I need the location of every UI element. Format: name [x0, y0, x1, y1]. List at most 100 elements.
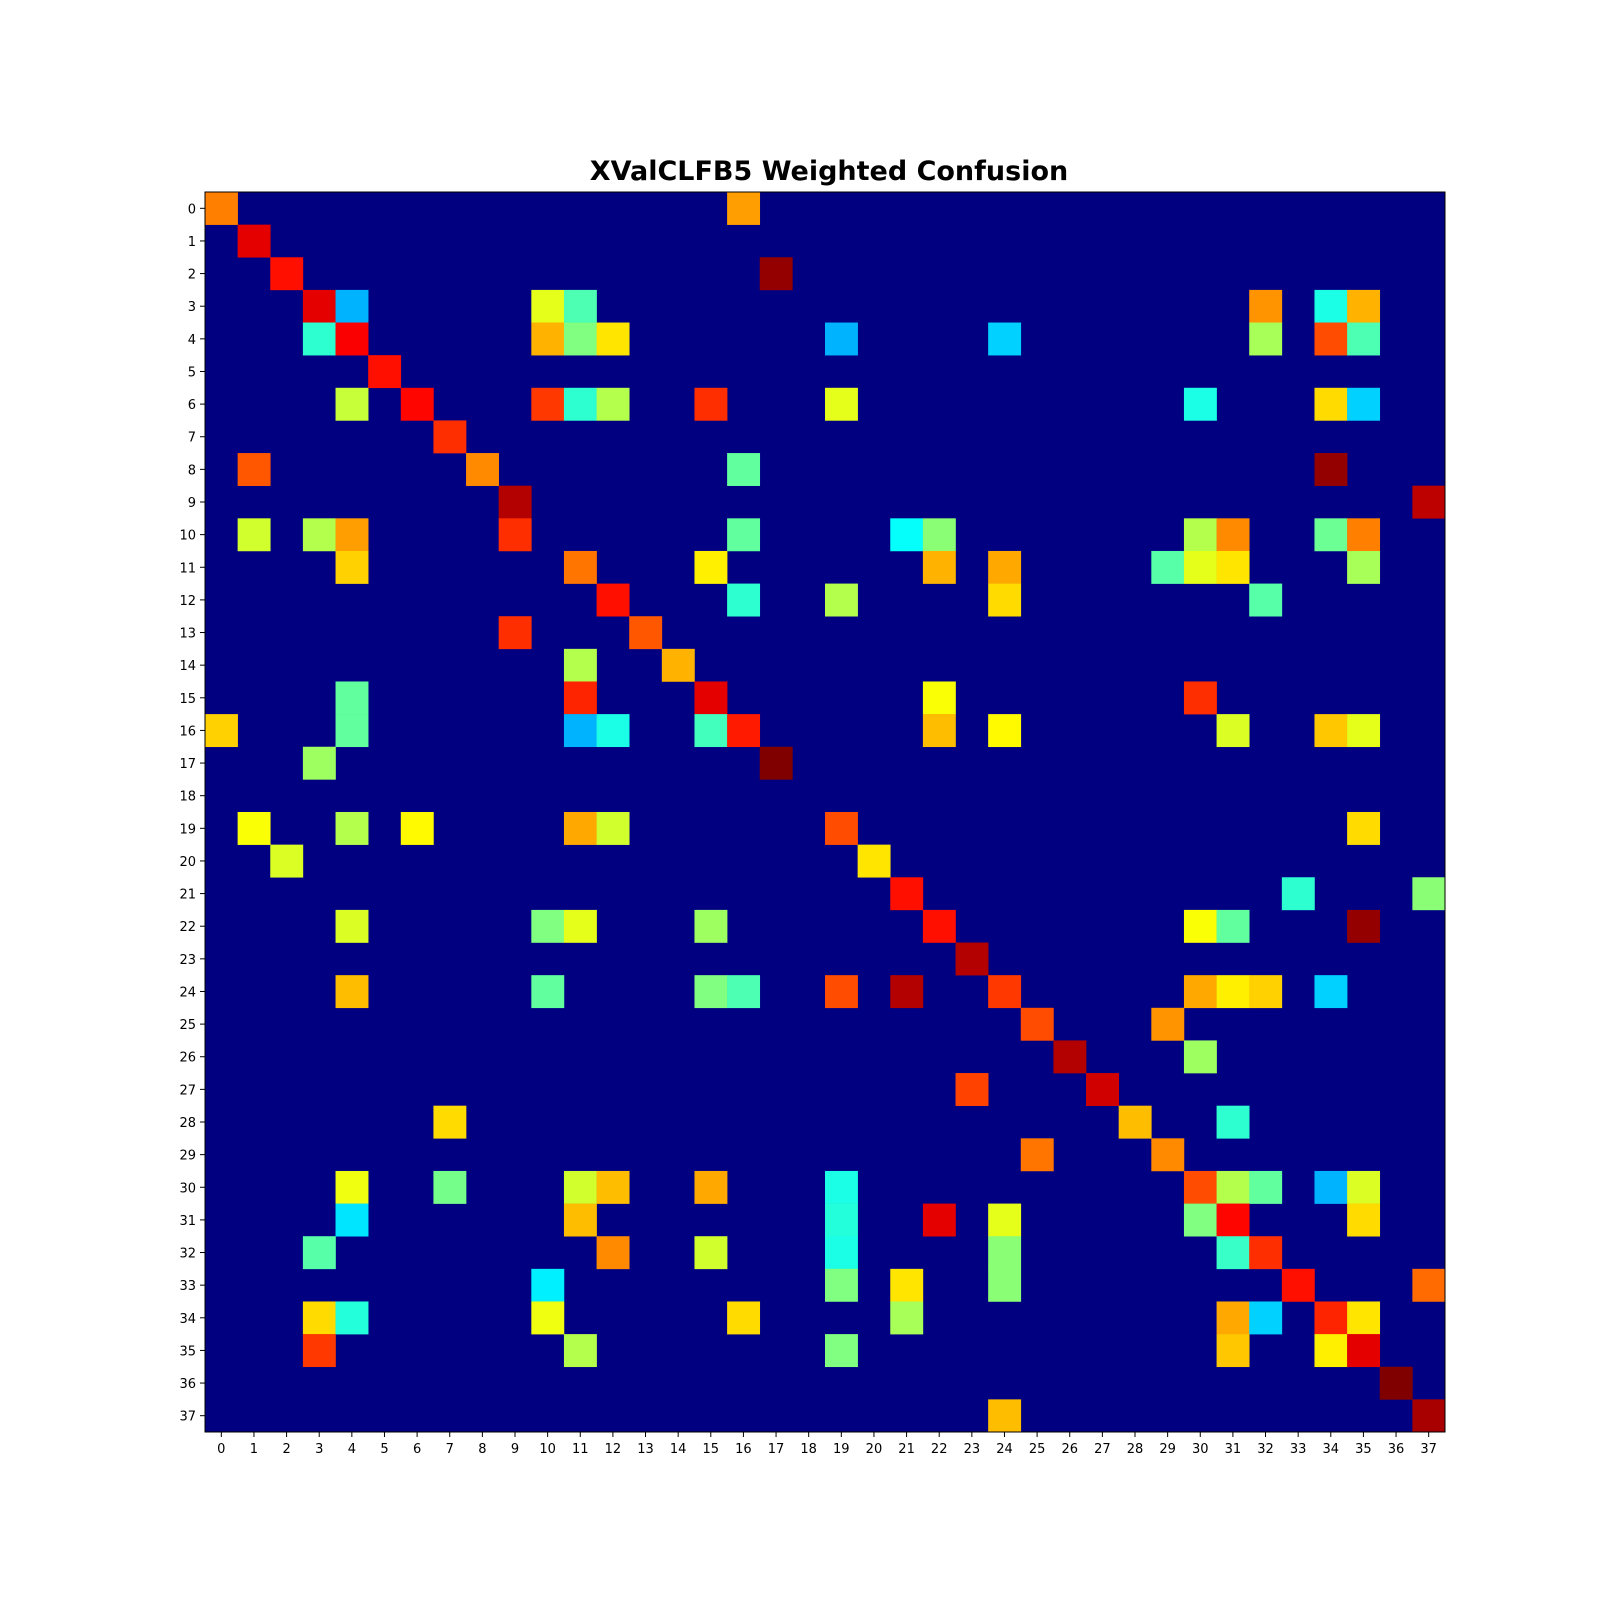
heatmap-cell-33-21 [890, 1268, 924, 1302]
heatmap-cell-21-33 [1281, 877, 1315, 911]
heatmap-cell-23-23 [955, 942, 989, 976]
heatmap-cell-3-32 [1249, 289, 1283, 323]
y-tick-label: 9 [188, 496, 196, 511]
heatmap-cell-4-34 [1314, 322, 1348, 356]
heatmap-cell-11-31 [1216, 550, 1250, 584]
heatmap-cell-30-19 [825, 1170, 858, 1204]
heatmap-cell-8-34 [1314, 453, 1348, 486]
heatmap-cell-16-0 [205, 714, 238, 748]
heatmap-cell-30-31 [1216, 1170, 1250, 1204]
heatmap-cell-31-19 [825, 1203, 858, 1237]
heatmap-cell-24-10 [531, 975, 565, 1009]
y-tick-label: 24 [179, 985, 196, 1000]
heatmap-cell-24-19 [825, 975, 858, 1009]
heatmap-cell-24-21 [890, 975, 924, 1009]
heatmap-cell-34-35 [1347, 1301, 1381, 1335]
y-tick-label: 27 [179, 1083, 196, 1098]
heatmap-cell-6-4 [335, 387, 369, 421]
heatmap-cell-4-3 [302, 322, 336, 356]
heatmap-cell-15-22 [922, 681, 956, 715]
heatmap-cell-13-9 [498, 616, 532, 650]
x-tick-label: 32 [1257, 1442, 1274, 1457]
heatmap-cell-4-32 [1249, 322, 1283, 356]
y-tick-label: 15 [179, 692, 196, 707]
x-tick-label: 24 [996, 1442, 1013, 1457]
heatmap-cell-6-12 [596, 387, 630, 421]
heatmap-cell-16-12 [596, 714, 630, 748]
heatmap-cell-6-6 [400, 387, 434, 421]
heatmap-cell-16-35 [1347, 714, 1381, 748]
heatmap-cell-20-20 [857, 844, 891, 878]
heatmap-cell-31-24 [988, 1203, 1022, 1237]
heatmap-cell-16-31 [1216, 714, 1250, 748]
heatmap-cell-6-19 [825, 387, 858, 421]
heatmap-cell-22-4 [335, 909, 369, 943]
x-tick-label: 36 [1388, 1442, 1405, 1457]
heatmap-cell-30-34 [1314, 1170, 1348, 1204]
heatmap-cell-20-2 [270, 844, 304, 878]
heatmap-cell-24-30 [1183, 975, 1217, 1009]
heatmap-cell-17-3 [302, 746, 336, 780]
heatmap-cell-11-15 [694, 550, 728, 584]
heatmap-cell-15-11 [563, 681, 597, 715]
heatmap-cell-24-4 [335, 975, 369, 1009]
heatmap-cell-12-19 [825, 583, 858, 617]
x-tick-label: 29 [1159, 1442, 1176, 1457]
heatmap-cell-30-12 [596, 1170, 630, 1204]
heatmap-cell-34-3 [302, 1301, 336, 1335]
x-tick-label: 2 [282, 1442, 290, 1457]
heatmap-cell-6-10 [531, 387, 565, 421]
heatmap-cell-19-35 [1347, 812, 1381, 845]
heatmap-cell-33-10 [531, 1268, 565, 1302]
heatmap-cell-35-31 [1216, 1334, 1250, 1368]
y-tick-label: 8 [188, 463, 196, 478]
heatmap-cell-34-32 [1249, 1301, 1283, 1335]
heatmap-cell-19-12 [596, 812, 630, 845]
x-tick-label: 10 [539, 1442, 556, 1457]
heatmap-cell-31-35 [1347, 1203, 1381, 1237]
x-tick-label: 4 [348, 1442, 356, 1457]
heatmap-cell-2-2 [270, 257, 304, 291]
heatmap-cell-11-35 [1347, 550, 1381, 584]
y-tick-label: 36 [179, 1377, 196, 1392]
heatmap-cell-3-3 [302, 289, 336, 323]
heatmap-cell-4-24 [988, 322, 1022, 356]
heatmap-cell-32-3 [302, 1236, 336, 1270]
y-tick-label: 26 [179, 1051, 196, 1066]
heatmap-cell-4-10 [531, 322, 565, 356]
y-tick-label: 31 [179, 1214, 196, 1229]
heatmap-cell-24-16 [727, 975, 761, 1009]
heatmap-cell-10-31 [1216, 518, 1250, 552]
heatmap-cell-30-4 [335, 1170, 369, 1204]
heatmap-cell-10-1 [237, 518, 271, 552]
heatmap-cell-31-22 [922, 1203, 956, 1237]
heatmap-cell-37-24 [988, 1399, 1022, 1433]
heatmap-cell-15-30 [1183, 681, 1217, 715]
heatmap-cell-11-4 [335, 550, 369, 584]
y-tick-label: 1 [188, 235, 196, 250]
heatmap-cell-34-16 [727, 1301, 761, 1335]
x-tick-label: 25 [1029, 1442, 1046, 1457]
heatmap-cell-34-21 [890, 1301, 924, 1335]
heatmap-cell-34-4 [335, 1301, 369, 1335]
heatmap-cell-16-15 [694, 714, 728, 748]
x-tick-label: 1 [250, 1442, 258, 1457]
heatmap-cell-0-16 [727, 192, 761, 225]
heatmap-cell-8-16 [727, 453, 761, 486]
y-tick-label: 19 [179, 822, 196, 837]
heatmap-cell-31-30 [1183, 1203, 1217, 1237]
x-tick-label: 11 [572, 1442, 589, 1457]
heatmap-cell-29-29 [1151, 1138, 1185, 1172]
heatmap-cell-26-30 [1183, 1040, 1217, 1074]
heatmap-cell-33-37 [1412, 1268, 1446, 1302]
heatmap-cell-31-4 [335, 1203, 369, 1237]
x-tick-label: 18 [800, 1442, 817, 1457]
heatmap-cell-30-30 [1183, 1170, 1217, 1204]
heatmap-cell-10-30 [1183, 518, 1217, 552]
x-tick-label: 0 [217, 1442, 225, 1457]
heatmap-cell-15-4 [335, 681, 369, 715]
heatmap-cell-24-24 [988, 975, 1022, 1009]
x-tick-label: 12 [605, 1442, 622, 1457]
x-tick-label: 27 [1094, 1442, 1111, 1457]
